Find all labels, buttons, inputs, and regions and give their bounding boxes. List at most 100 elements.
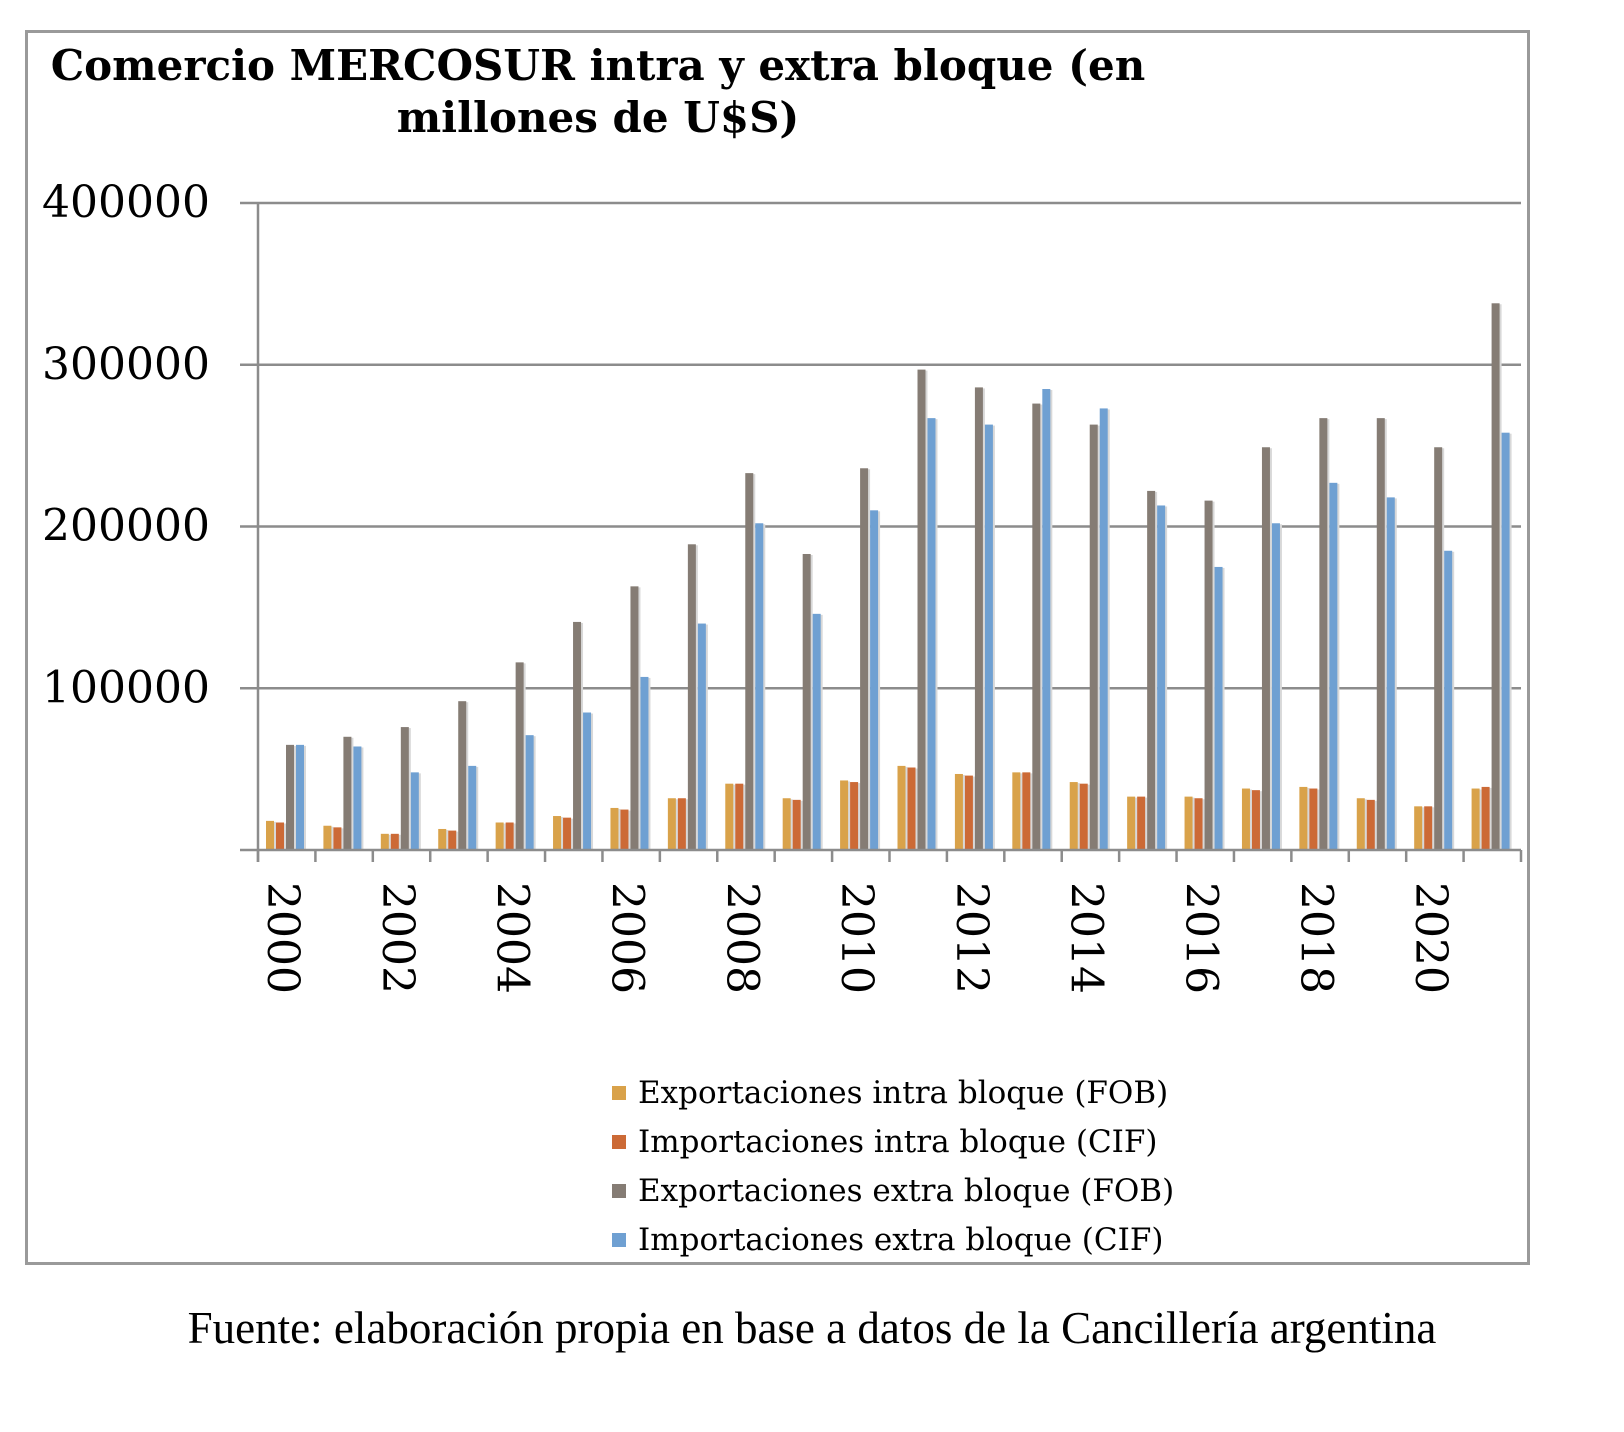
bar [792, 799, 801, 850]
legend-item: Exportaciones intra bloque (FOB) [612, 1068, 1174, 1117]
bar [667, 798, 676, 850]
bar [1471, 788, 1480, 850]
y-tick-label: 200000 [42, 501, 210, 552]
bar [897, 765, 906, 850]
bar [954, 773, 963, 850]
bar [1444, 550, 1453, 850]
legend-label: Importaciones extra bloque (CIF) [638, 1221, 1164, 1258]
bar [1329, 482, 1338, 850]
x-tick-label: 2006 [601, 882, 652, 994]
bar [755, 523, 764, 850]
bar [802, 553, 811, 850]
legend-label: Exportaciones extra bloque (FOB) [638, 1172, 1175, 1209]
bar [583, 712, 592, 850]
axes: 400000 300000 200000 100000 2000 2002 2004 2006… [42, 177, 1523, 994]
bar [1012, 772, 1021, 850]
bar [286, 744, 294, 850]
bar [1241, 788, 1250, 850]
bars [266, 303, 1512, 850]
bar [984, 424, 993, 850]
legend-item: Exportaciones extra bloque (FOB) [612, 1166, 1174, 1215]
bar [1022, 772, 1031, 850]
bar [1261, 447, 1270, 850]
bar [917, 369, 926, 850]
legend: Exportaciones intra bloque (FOB) Importac… [612, 1068, 1174, 1264]
bar [1309, 788, 1318, 850]
bar [468, 765, 477, 850]
chart-title: Comercio MERCOSUR intra y extra bloque (… [50, 41, 1146, 142]
bar [870, 510, 879, 850]
bar [266, 820, 274, 850]
bar [812, 613, 821, 850]
bar [390, 833, 399, 850]
y-tick-label: 400000 [42, 177, 210, 228]
bar [296, 744, 304, 850]
x-tick-label: 2012 [946, 882, 997, 994]
bar [1319, 418, 1328, 850]
bar [438, 828, 447, 850]
bar [1414, 806, 1423, 850]
legend-swatch [612, 1183, 626, 1198]
legend-swatch [612, 1085, 626, 1100]
legend-swatch [612, 1232, 626, 1247]
bar [1147, 490, 1156, 850]
bar [974, 387, 983, 850]
bar [907, 767, 916, 850]
bar [927, 418, 936, 850]
bar [1376, 418, 1385, 850]
source-note: Fuente: elaboración propia en base a dat… [187, 1303, 1437, 1353]
bar [1042, 389, 1051, 850]
bar [1481, 786, 1490, 850]
bar [964, 775, 973, 850]
bar [1386, 497, 1395, 850]
bar [610, 807, 619, 850]
bar [323, 825, 332, 850]
bar [505, 822, 514, 850]
bar [1251, 790, 1260, 850]
bar [725, 783, 734, 850]
bar [448, 830, 457, 850]
legend-swatch [612, 1134, 626, 1149]
x-tick-label: 2014 [1061, 882, 1112, 994]
bar [1299, 786, 1308, 850]
chart-plot: 400000 300000 200000 100000 2000 2002 2004 2006… [42, 177, 1523, 994]
bar [630, 586, 639, 850]
bar [1366, 799, 1375, 850]
bar [745, 473, 754, 850]
bar [850, 782, 859, 850]
bar [620, 809, 629, 850]
bar [380, 833, 389, 850]
bar [1204, 500, 1213, 850]
bar [333, 827, 342, 850]
legend-item: Importaciones extra bloque (CIF) [612, 1215, 1174, 1264]
bar [697, 623, 706, 850]
bar [687, 544, 696, 850]
bar [458, 701, 467, 850]
bar [1032, 403, 1041, 850]
legend-item: Importaciones intra bloque (CIF) [612, 1117, 1174, 1166]
bar [840, 780, 849, 850]
x-tick-label: 2000 [257, 882, 308, 994]
x-tick-label: 2016 [1176, 882, 1227, 994]
bar [860, 468, 869, 850]
bar [353, 746, 362, 850]
bar [1099, 408, 1108, 850]
bar [553, 816, 562, 850]
bar [1214, 566, 1223, 850]
bar [1184, 796, 1193, 850]
bar [525, 735, 534, 850]
bar [1157, 505, 1166, 850]
bar [495, 822, 504, 850]
y-tick-label: 100000 [42, 662, 210, 713]
gridlines [258, 201, 1521, 690]
legend-label: Exportaciones intra bloque (FOB) [638, 1074, 1169, 1111]
x-tick-label: 2010 [831, 882, 882, 994]
bar [1194, 798, 1203, 850]
bar [276, 822, 284, 850]
y-tick-label: 300000 [42, 339, 210, 390]
bar [782, 798, 791, 850]
bar [1137, 796, 1146, 850]
x-tick-label: 2018 [1290, 882, 1341, 994]
x-tick-label: 2002 [372, 882, 423, 994]
legend-label: Importaciones intra bloque (CIF) [638, 1123, 1158, 1160]
